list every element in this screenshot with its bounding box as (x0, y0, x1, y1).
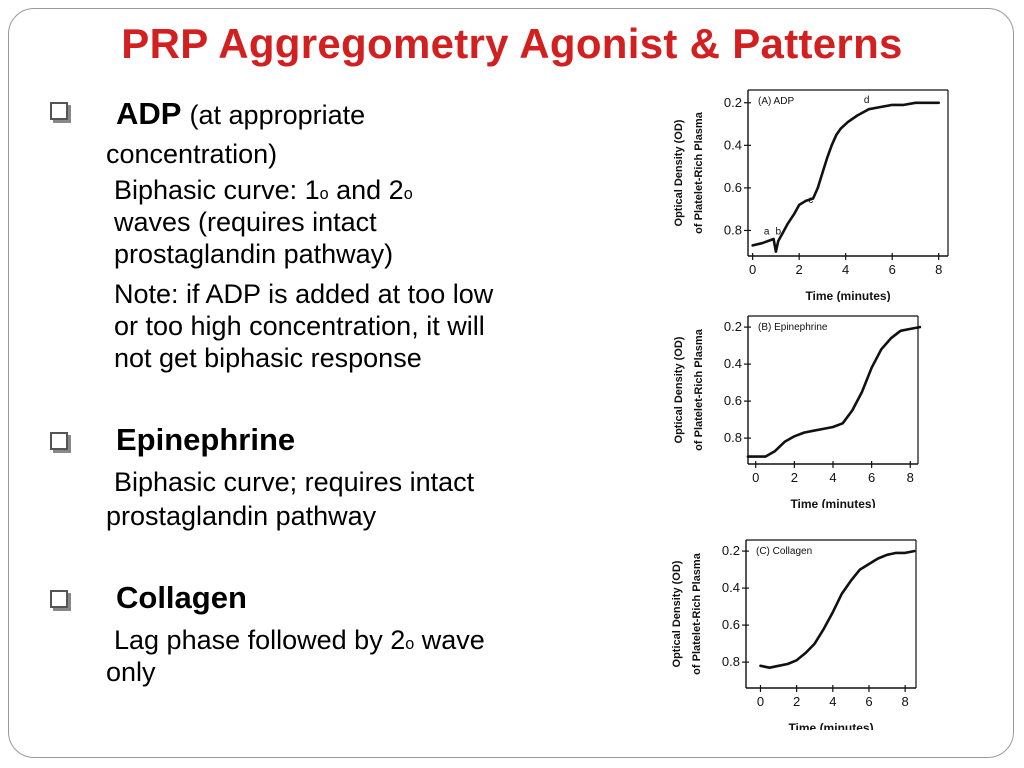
collagen-line-1: Lag phase followed by 2o wave (114, 624, 485, 656)
adp-text: Biphasic curve: 1 (114, 175, 320, 205)
checkbox-bullet-icon (50, 590, 68, 608)
collagen-text: wave (414, 625, 485, 655)
y-tick-label: 0.4 (724, 356, 742, 371)
y-axis-label: of Platelet-Rich Plasma (691, 552, 703, 675)
x-tick-label: 2 (796, 262, 803, 277)
x-tick-label: 4 (842, 262, 849, 277)
y-tick-label: 0.8 (724, 430, 742, 445)
x-tick-label: 6 (865, 694, 872, 709)
series-line (759, 549, 916, 669)
y-axis-label: Optical Density (OD) (673, 119, 685, 226)
annotation-label: d (864, 95, 870, 106)
chart-title: (C) Collagen (756, 546, 812, 557)
adp-line-6: or too high concentration, it will (114, 311, 485, 341)
heading-adp-note: (at appropriate (189, 100, 366, 130)
y-tick-label: 0.4 (722, 580, 740, 595)
bullet-adp (50, 102, 68, 126)
x-tick-label: 2 (791, 470, 798, 485)
series-line (746, 325, 922, 458)
adp-line-1: concentration) (106, 139, 278, 169)
superscript: o (405, 635, 415, 653)
heading-adp-label: ADP (116, 96, 181, 131)
x-tick-label: 2 (793, 694, 800, 709)
adp-line-4: prostaglandin pathway) (114, 239, 394, 269)
y-axis-label: Optical Density (OD) (671, 560, 683, 667)
x-axis-label: Time (minutes) (788, 721, 873, 730)
checkbox-bullet-icon (50, 432, 68, 450)
x-tick-label: 6 (889, 262, 896, 277)
y-tick-label: 0.6 (722, 617, 740, 632)
bullet-epinephrine (50, 432, 68, 456)
epinephrine-line-1: Biphasic curve; requires intact (114, 467, 475, 497)
heading-adp: ADP (at appropriate (116, 96, 365, 132)
slide-frame (8, 8, 1014, 758)
x-tick-label: 4 (829, 694, 836, 709)
y-tick-label: 0.2 (724, 319, 742, 334)
y-tick-label: 0.4 (724, 137, 742, 152)
epinephrine-aggregation-chart: 0.2 0.4 0.6 0.8 0 2 4 6 8 Time (minutes) Optical D… (673, 315, 922, 508)
x-tick-label: 0 (752, 470, 759, 485)
x-tick-label: 6 (868, 470, 875, 485)
x-tick-label: 8 (935, 262, 942, 277)
x-axis-label: Time (minutes) (790, 497, 875, 508)
x-tick-label: 8 (902, 694, 909, 709)
superscript: o (319, 185, 329, 203)
epinephrine-line-2: prostaglandin pathway (106, 501, 377, 531)
y-tick-label: 0.8 (722, 654, 740, 669)
adp-line-3: waves (requires intact (114, 207, 377, 237)
x-tick-label: 0 (749, 262, 756, 277)
annotation-label: a (764, 227, 770, 238)
collagen-aggregation-chart: 0.2 0.4 0.6 0.8 0 2 4 6 8 Time (minutes) Optical D… (671, 539, 917, 730)
series-line (751, 101, 940, 253)
y-tick-label: 0.2 (722, 543, 740, 558)
bullet-collagen (50, 590, 68, 614)
y-tick-label: 0.6 (724, 393, 742, 408)
checkbox-bullet-icon (50, 102, 68, 120)
adp-line-2: Biphasic curve: 1o and 2o (114, 174, 413, 206)
collagen-text: Lag phase followed by 2 (114, 625, 406, 655)
y-axis-label: of Platelet-Rich Plasma (693, 328, 705, 451)
x-axis-label: Time (minutes) (805, 289, 890, 302)
x-tick-label: 0 (757, 694, 764, 709)
annotation-label: c (808, 195, 813, 206)
y-tick-label: 0.2 (724, 95, 742, 110)
collagen-line-2: only (106, 657, 156, 687)
adp-text: and 2 (328, 175, 404, 205)
heading-collagen: Collagen (116, 580, 247, 615)
y-axis-label: of Platelet-Rich Plasma (693, 111, 705, 234)
chart-title: (A) ADP (758, 96, 794, 107)
y-tick-label: 0.6 (724, 180, 742, 195)
y-axis-label: Optical Density (OD) (673, 336, 685, 443)
x-tick-label: 8 (907, 470, 914, 485)
superscript: o (403, 185, 413, 203)
adp-line-5: Note: if ADP is added at too low (114, 279, 494, 309)
slide-title: PRP Aggregometry Agonist & Patterns (121, 20, 903, 67)
annotation-label: b (775, 227, 781, 238)
adp-line-7: not get biphasic response (114, 343, 422, 373)
heading-epinephrine: Epinephrine (116, 422, 296, 457)
adp-aggregation-chart: 0.2 0.4 0.6 0.8 0 2 4 6 8 Time (minutes) Optical D… (673, 89, 949, 302)
chart-title: (B) Epinephrine (758, 322, 828, 333)
y-tick-label: 0.8 (724, 222, 742, 237)
x-tick-label: 4 (829, 470, 836, 485)
